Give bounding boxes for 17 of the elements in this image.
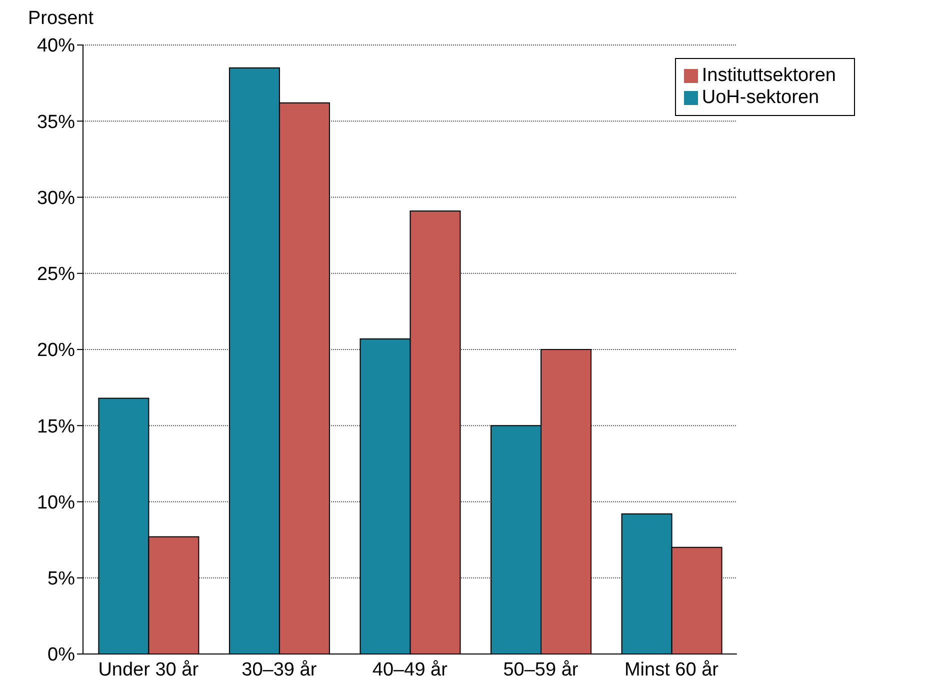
y-tick-label: 20%: [36, 340, 76, 362]
y-tick-label: 15%: [36, 416, 76, 438]
y-tick-label: 10%: [36, 492, 76, 514]
y-tick-label: 35%: [36, 112, 76, 133]
x-tick-label: 30–39 år: [242, 659, 318, 680]
y-axis-title: Prosent: [28, 8, 94, 30]
legend-label: UoH-sektoren: [702, 87, 820, 108]
legend-label: Instituttsektoren: [702, 65, 836, 86]
y-tick-label: 30%: [36, 188, 76, 209]
y-tick-label: 5%: [48, 568, 76, 590]
x-tick-label: Under 30 år: [98, 659, 200, 680]
y-tick-label: 0%: [48, 644, 76, 666]
y-tick-label: 25%: [36, 264, 76, 286]
x-tick-label: 40–49 år: [372, 659, 448, 680]
y-tick-label: 40%: [36, 36, 76, 57]
x-tick-label: 50–59 år: [503, 659, 579, 680]
x-tick-label: Minst 60 år: [624, 659, 720, 680]
